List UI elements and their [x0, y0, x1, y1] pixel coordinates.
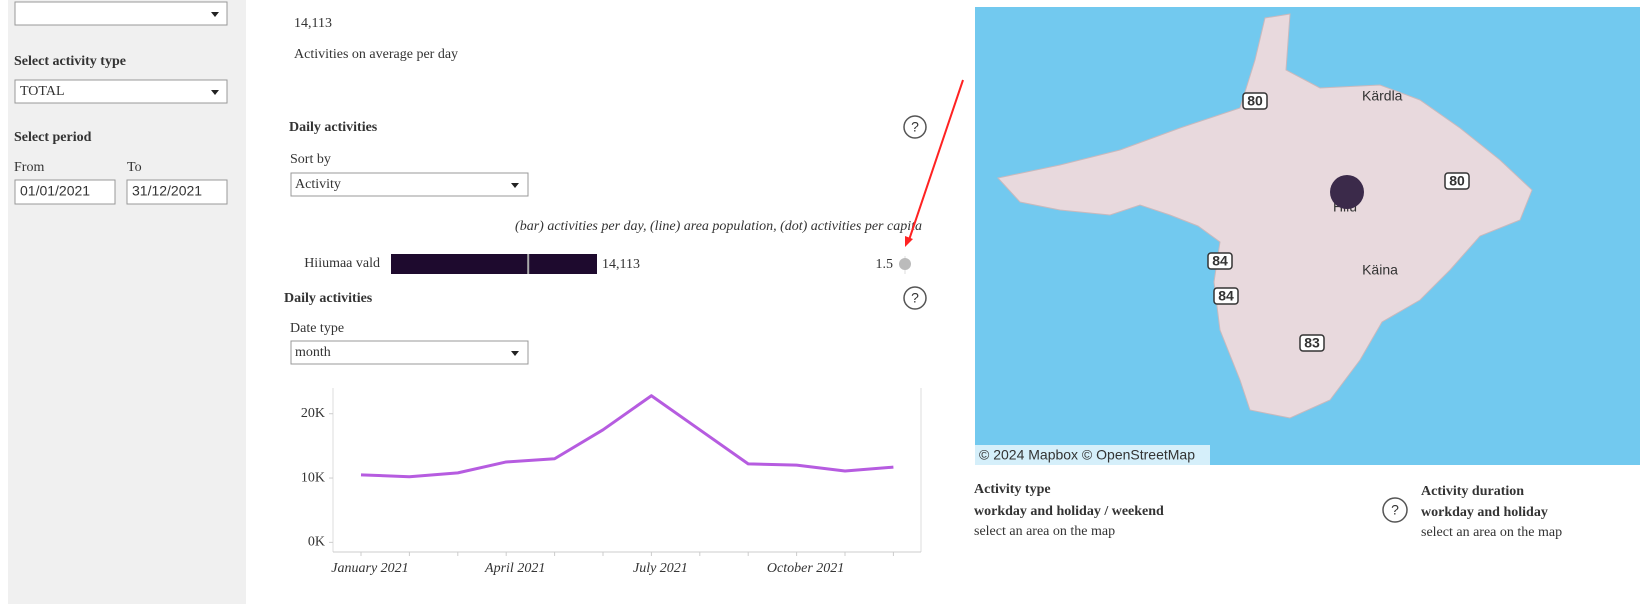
kpi-value: 14,113 — [294, 16, 332, 31]
dropdown[interactable] — [14, 1, 228, 26]
arrow-head — [905, 236, 913, 247]
dropdown-value: Activity — [295, 177, 341, 192]
section-title: Daily activities — [284, 291, 373, 306]
road-shield — [1207, 252, 1233, 270]
road-number: 84 — [1218, 288, 1234, 304]
place-label: Käina — [1362, 262, 1398, 278]
panel-subtitle: workday and holiday / weekend — [974, 504, 1164, 519]
road-number: 80 — [1449, 173, 1465, 189]
annotation-arrow — [908, 79, 964, 241]
label: Select period — [14, 130, 92, 145]
trend-line — [360, 394, 894, 479]
help-glyph: ? — [1391, 502, 1399, 518]
area-label: Hiiumaa vald — [304, 256, 380, 271]
dropdown-value: month — [295, 345, 331, 360]
date-input[interactable] — [126, 179, 228, 205]
x-tick-label: July 2021 — [633, 561, 688, 576]
x-tick-label: January 2021 — [331, 561, 408, 576]
attribution-bg — [975, 445, 1210, 465]
y-tick-label: 0K — [308, 535, 325, 550]
help-icon[interactable] — [903, 115, 927, 139]
label: From — [14, 160, 44, 175]
road-shield — [1242, 92, 1268, 110]
date-input[interactable] — [14, 179, 116, 205]
dropdown-arrow — [211, 90, 219, 95]
dropdown-value: TOTAL — [20, 84, 65, 99]
per-capita-label: 1.5 — [876, 257, 894, 272]
place-label: Kärdla — [1362, 88, 1403, 104]
label: Select activity type — [14, 54, 126, 69]
panel-hint: select an area on the map — [974, 524, 1115, 539]
dropdown-arrow — [511, 183, 519, 188]
x-tick-label: April 2021 — [484, 561, 545, 576]
area-dot[interactable] — [1330, 175, 1364, 209]
road-number: 84 — [1212, 253, 1228, 269]
panel-subtitle: workday and holiday — [1421, 505, 1548, 520]
dropdown[interactable] — [290, 172, 529, 197]
road-shield — [1299, 334, 1325, 352]
road-shield — [1444, 172, 1470, 190]
help-icon[interactable] — [903, 286, 927, 310]
y-tick-label: 10K — [301, 470, 325, 485]
panel-title: Activity duration — [1421, 484, 1524, 499]
dropdown[interactable] — [14, 79, 228, 104]
road-number: 80 — [1247, 93, 1263, 109]
kpi-caption: Activities on average per day — [294, 47, 458, 62]
label: Date type — [290, 321, 344, 336]
road-shield — [1213, 287, 1239, 305]
date-value: 31/12/2021 — [132, 183, 202, 199]
per-capita-dot — [899, 258, 911, 270]
panel-hint: select an area on the map — [1421, 525, 1562, 540]
legend-note: (bar) activities per day, (line) area po… — [515, 219, 922, 234]
dropdown[interactable] — [290, 340, 529, 365]
help-glyph: ? — [911, 290, 919, 306]
date-value: 01/01/2021 — [20, 183, 90, 199]
section-title: Daily activities — [289, 120, 378, 135]
dropdown-arrow — [211, 12, 219, 17]
help-icon[interactable] — [1382, 497, 1408, 523]
help-glyph: ? — [911, 119, 919, 135]
bar — [391, 254, 597, 274]
label: To — [127, 160, 142, 175]
label: Sort by — [290, 152, 331, 167]
y-tick-label: 20K — [301, 406, 325, 421]
x-tick-label: October 2021 — [767, 561, 844, 576]
attribution: © 2024 Mapbox © OpenStreetMap — [979, 447, 1195, 463]
road-number: 83 — [1304, 335, 1320, 351]
dropdown-arrow — [511, 351, 519, 356]
panel-title: Activity type — [974, 482, 1051, 497]
island — [997, 13, 1533, 419]
bar-value-label: 14,113 — [602, 257, 640, 272]
